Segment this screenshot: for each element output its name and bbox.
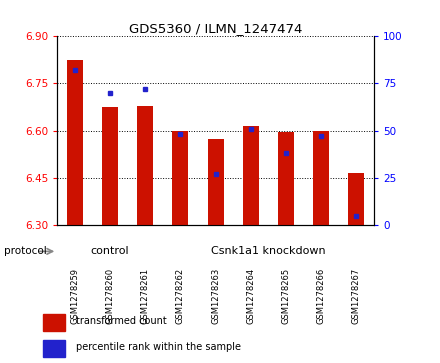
Title: GDS5360 / ILMN_1247474: GDS5360 / ILMN_1247474 — [129, 22, 302, 35]
Text: GSM1278266: GSM1278266 — [317, 268, 326, 325]
Text: protocol: protocol — [4, 246, 47, 256]
Text: Csnk1a1 knockdown: Csnk1a1 knockdown — [211, 246, 326, 256]
Text: GSM1278259: GSM1278259 — [70, 268, 79, 324]
Bar — [67, 60, 83, 225]
Bar — [313, 131, 329, 225]
Bar — [43, 314, 65, 331]
Text: GSM1278263: GSM1278263 — [211, 268, 220, 325]
Text: GSM1278262: GSM1278262 — [176, 268, 185, 324]
Text: GSM1278264: GSM1278264 — [246, 268, 255, 324]
Text: transformed count: transformed count — [77, 316, 167, 326]
Text: GSM1278265: GSM1278265 — [282, 268, 290, 324]
Text: percentile rank within the sample: percentile rank within the sample — [77, 342, 241, 352]
Text: GSM1278260: GSM1278260 — [106, 268, 114, 324]
Bar — [348, 173, 364, 225]
Bar — [243, 126, 259, 225]
Text: GSM1278261: GSM1278261 — [141, 268, 150, 324]
Bar — [208, 139, 224, 225]
Bar — [137, 106, 153, 225]
Bar — [43, 340, 65, 357]
Text: GSM1278267: GSM1278267 — [352, 268, 361, 325]
Bar — [102, 107, 118, 225]
Bar — [278, 132, 294, 225]
Text: control: control — [91, 246, 129, 256]
Bar — [172, 131, 188, 225]
